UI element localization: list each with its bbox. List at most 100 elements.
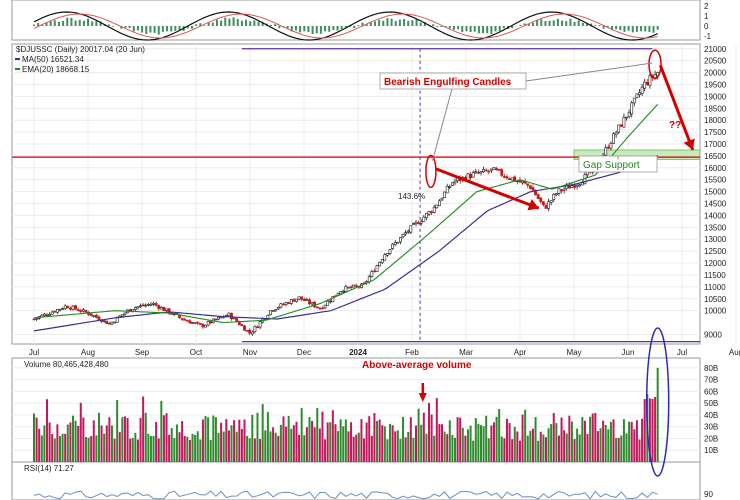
macd-histogram-bar	[511, 26, 514, 29]
macd-histogram-bar	[141, 26, 144, 33]
volume-bar	[173, 438, 176, 462]
price-tick-label: 10500	[704, 295, 727, 304]
volume-bar	[45, 399, 48, 462]
volume-bar	[656, 367, 659, 462]
macd-histogram-bar	[191, 26, 194, 29]
volume-bar	[355, 434, 358, 462]
volume-bar	[576, 428, 579, 462]
volume-bar	[230, 425, 233, 462]
volume-bar	[498, 408, 501, 462]
volume-bar	[378, 419, 381, 462]
volume-bar	[495, 416, 498, 462]
volume-bar	[373, 413, 376, 462]
volume-bar	[381, 425, 384, 462]
volume-bar	[131, 438, 134, 462]
candle-body	[149, 303, 153, 306]
candle-body	[188, 320, 192, 324]
macd-histogram-bar	[577, 20, 580, 26]
candle-body	[206, 321, 210, 326]
volume-bar	[596, 431, 599, 462]
macd-histogram-bar	[644, 26, 647, 32]
volume-bar	[38, 428, 41, 462]
macd-line	[33, 11, 658, 41]
month-tick-label: Sep	[135, 348, 150, 357]
volume-bar	[547, 428, 550, 462]
candle-body	[396, 241, 400, 244]
macd-histogram-bar	[432, 24, 435, 26]
volume-bar	[591, 413, 594, 462]
macd-histogram-bar	[78, 19, 81, 26]
volume-bar	[500, 436, 503, 462]
price-tick-label: 10000	[704, 307, 727, 316]
volume-bar	[360, 419, 363, 462]
ma50-line	[33, 154, 658, 332]
volume-bar	[199, 439, 202, 462]
volume-bar	[136, 439, 139, 462]
volume-bar	[625, 433, 628, 462]
macd-histogram-bar	[394, 20, 397, 26]
volume-bar	[92, 420, 95, 462]
ema20-line	[33, 103, 659, 324]
candle-body	[388, 249, 392, 254]
volume-tick-label: 20B	[704, 434, 718, 443]
candle-body	[300, 296, 304, 300]
macd-histogram-bar	[249, 21, 252, 26]
volume-bar	[272, 427, 275, 462]
volume-bar	[282, 416, 285, 462]
volume-bar	[583, 420, 586, 462]
volume-bar	[220, 422, 223, 462]
price-tick-label: 16000	[704, 164, 727, 173]
candle-body	[76, 309, 80, 312]
volume-bar	[204, 416, 207, 462]
volume-bar	[326, 422, 329, 462]
volume-bar	[555, 423, 558, 462]
volume-bar	[503, 438, 506, 462]
volume-bar	[100, 425, 103, 462]
volume-bar	[394, 431, 397, 462]
volume-bar	[568, 415, 571, 462]
candle-body	[81, 309, 85, 312]
macd-histogram-bar	[440, 26, 443, 27]
macd-histogram-bar	[656, 26, 659, 30]
macd-histogram-bar	[299, 26, 302, 33]
candle-body	[240, 324, 244, 327]
volume-bar	[251, 414, 254, 462]
macd-histogram-bar	[228, 18, 231, 26]
volume-bar	[560, 417, 563, 462]
volume-bar	[74, 420, 77, 462]
candle-body	[476, 171, 480, 174]
volume-bar	[342, 426, 345, 462]
candle-body	[383, 254, 387, 261]
volume-bar	[651, 398, 654, 462]
macd-histogram-bar	[186, 26, 189, 29]
candle-body	[55, 309, 59, 313]
bearish-circle-march	[425, 154, 437, 189]
candle-body	[562, 188, 566, 191]
macd-histogram-bar	[594, 25, 597, 26]
volume-bar	[630, 421, 633, 462]
candle-body	[414, 221, 418, 225]
macd-histogram-bar	[82, 20, 85, 26]
macd-histogram-bar	[469, 26, 472, 33]
macd-histogram-bar	[53, 20, 56, 26]
candle-body	[399, 237, 402, 243]
above-average-volume-label: Above-average volume	[362, 360, 472, 371]
volume-bar	[300, 407, 303, 462]
candle-body	[297, 296, 301, 300]
macd-histogram-bar	[353, 26, 356, 29]
month-tick-label: Apr	[514, 348, 527, 357]
price-tick-label: 14500	[704, 200, 727, 209]
volume-bar	[563, 430, 566, 462]
volume-bar	[108, 417, 111, 462]
candle-body	[274, 309, 278, 312]
candle-body	[479, 171, 483, 174]
candle-body	[50, 311, 54, 315]
macd-histogram-bar	[448, 26, 451, 29]
volume-bar	[196, 431, 199, 462]
price-tick-label: 15500	[704, 176, 727, 185]
candle-body	[146, 304, 150, 306]
candle-body	[162, 307, 166, 312]
macd-histogram-bar	[357, 25, 360, 26]
